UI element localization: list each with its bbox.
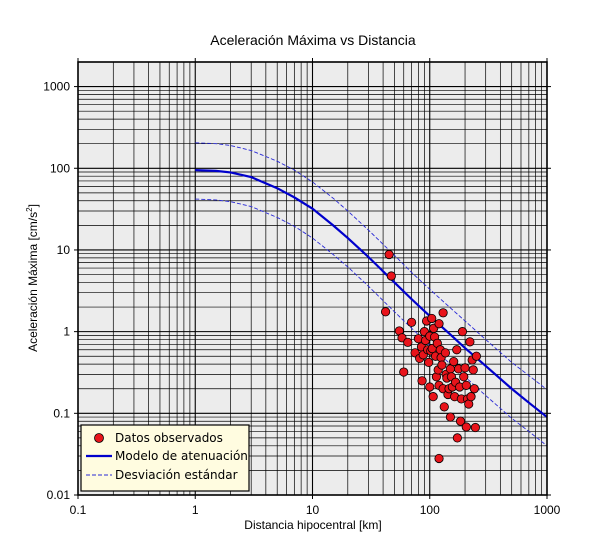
- data-point: [461, 380, 471, 390]
- data-point: [457, 327, 468, 337]
- data-point: [452, 345, 462, 355]
- legend-marker-observed: [94, 433, 104, 443]
- data-point: [384, 249, 394, 260]
- legend-box: [80, 424, 250, 492]
- data-point: [399, 367, 409, 377]
- y-axis-label-end: ]: [26, 204, 40, 207]
- data-point: [406, 317, 417, 327]
- data-point: [466, 392, 476, 402]
- data-point: [417, 376, 427, 386]
- data-point: [468, 365, 478, 375]
- x-tick-label: 1000: [534, 503, 561, 517]
- data-point: [428, 392, 438, 402]
- data-point: [461, 422, 471, 432]
- data-point: [434, 453, 444, 464]
- data-point: [403, 337, 413, 347]
- data-point: [469, 384, 479, 394]
- legend-label-deviation: Desviación estándar: [115, 468, 238, 482]
- data-point: [438, 308, 448, 318]
- data-point: [471, 351, 482, 361]
- y-tick-label: 0.1: [53, 406, 70, 420]
- y-tick-label: 100: [50, 161, 70, 175]
- data-point: [449, 356, 459, 367]
- model-curve: [195, 168, 548, 418]
- y-axis-label-superscript: 2: [25, 207, 34, 212]
- grid: [78, 62, 547, 495]
- curves: [195, 142, 548, 447]
- y-tick-label: 1000: [43, 80, 70, 94]
- y-tick-label: 1: [63, 325, 70, 339]
- y-tick-label: 0.01: [47, 488, 71, 502]
- data-points: [380, 249, 482, 464]
- data-point: [452, 433, 462, 443]
- deviation-lower-curve: [195, 198, 548, 447]
- x-axis-label: Distancia hipocentral [km]: [244, 518, 381, 532]
- legend-label-observed: Datos observados: [115, 431, 223, 445]
- x-tick-label: 10: [306, 503, 320, 517]
- data-point: [424, 357, 434, 368]
- data-point: [445, 412, 455, 422]
- legend: Datos observados Modelo de atenuación De…: [80, 424, 250, 492]
- x-tick-label: 0.1: [70, 503, 87, 517]
- chart-title: Aceleración Máxima vs Distancia: [210, 32, 416, 48]
- data-point: [455, 416, 466, 426]
- data-point: [459, 372, 469, 382]
- data-point: [380, 307, 391, 317]
- x-tick-label: 100: [420, 503, 440, 517]
- y-axis-label-main: Aceleración Máxima [cm/s: [26, 212, 40, 352]
- data-point: [427, 313, 437, 324]
- data-point: [425, 382, 435, 392]
- y-axis-label: Aceleración Máxima [cm/s2]: [25, 204, 40, 352]
- x-tick-label: 1: [192, 503, 199, 517]
- data-point: [386, 271, 396, 281]
- data-point: [465, 337, 475, 347]
- data-point: [440, 348, 451, 358]
- data-point: [460, 363, 470, 373]
- legend-label-model: Modelo de atenuación: [115, 449, 248, 463]
- data-point: [439, 402, 449, 412]
- data-point: [434, 319, 444, 329]
- data-point: [437, 360, 447, 370]
- y-tick-label: 10: [57, 243, 71, 257]
- deviation-upper-curve: [195, 142, 548, 390]
- data-point: [470, 422, 480, 433]
